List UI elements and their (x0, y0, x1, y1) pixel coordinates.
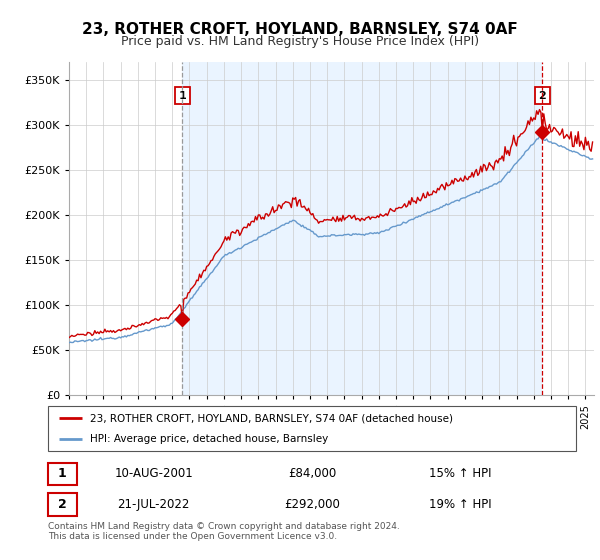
Text: Price paid vs. HM Land Registry's House Price Index (HPI): Price paid vs. HM Land Registry's House … (121, 35, 479, 48)
Text: 19% ↑ HPI: 19% ↑ HPI (428, 498, 491, 511)
Bar (182, 62, 542, 395)
Text: £84,000: £84,000 (288, 467, 336, 480)
Text: 15% ↑ HPI: 15% ↑ HPI (428, 467, 491, 480)
Text: 23, ROTHER CROFT, HOYLAND, BARNSLEY, S74 0AF: 23, ROTHER CROFT, HOYLAND, BARNSLEY, S74… (82, 22, 518, 38)
Text: Contains HM Land Registry data © Crown copyright and database right 2024.
This d: Contains HM Land Registry data © Crown c… (48, 522, 400, 542)
Text: 23, ROTHER CROFT, HOYLAND, BARNSLEY, S74 0AF (detached house): 23, ROTHER CROFT, HOYLAND, BARNSLEY, S74… (90, 413, 453, 423)
FancyBboxPatch shape (48, 493, 77, 516)
Text: 1: 1 (178, 91, 186, 101)
Text: £292,000: £292,000 (284, 498, 340, 511)
FancyBboxPatch shape (48, 463, 77, 485)
Text: 21-JUL-2022: 21-JUL-2022 (118, 498, 190, 511)
Text: 2: 2 (538, 91, 546, 101)
Text: 2: 2 (58, 498, 67, 511)
Text: 1: 1 (58, 467, 67, 480)
FancyBboxPatch shape (48, 406, 576, 451)
Text: 10-AUG-2001: 10-AUG-2001 (114, 467, 193, 480)
Text: HPI: Average price, detached house, Barnsley: HPI: Average price, detached house, Barn… (90, 433, 328, 444)
